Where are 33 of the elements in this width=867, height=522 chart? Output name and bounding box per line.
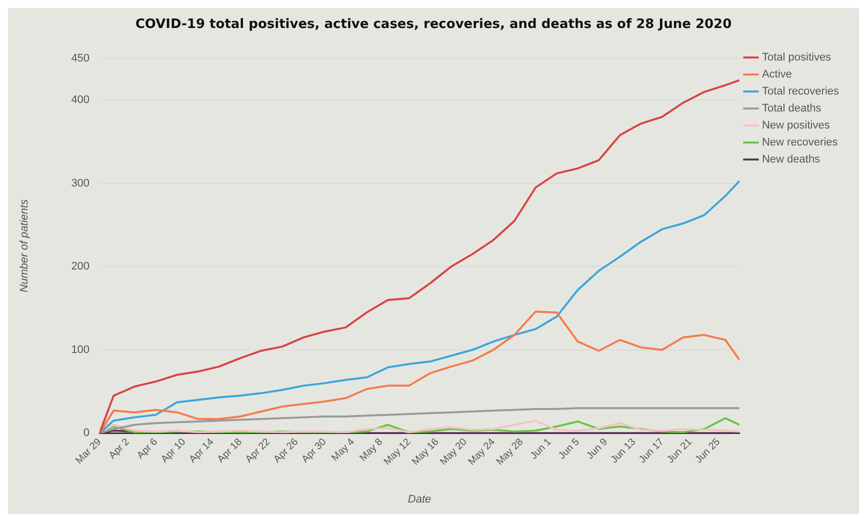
- legend-label: Total recoveries: [762, 86, 840, 98]
- x-axis-title: Date: [408, 493, 432, 506]
- x-tick-label: Jun 5: [556, 436, 582, 462]
- legend-label: New recoveries: [762, 136, 838, 149]
- x-tick-label: May 4: [330, 436, 358, 464]
- legend-label: Active: [762, 68, 792, 81]
- y-tick-label: 400: [71, 94, 90, 106]
- y-tick-label: 300: [71, 177, 90, 190]
- legend-label: Total positives: [762, 52, 832, 64]
- legend-label: New deaths: [762, 154, 821, 166]
- x-tick-label: Jun 1: [528, 436, 554, 462]
- x-tick-label: Jun 17: [637, 436, 666, 466]
- x-tick-label: May 28: [494, 436, 526, 468]
- x-tick-label: Apr 10: [159, 436, 188, 466]
- x-tick-label: Jun 9: [584, 436, 610, 462]
- x-tick-label: Jun 13: [609, 436, 638, 466]
- x-tick-label: Apr 2: [107, 436, 132, 462]
- y-axis-title: Number of patients: [18, 198, 31, 292]
- x-tick-label: Apr 14: [188, 436, 216, 466]
- x-tick-label: Apr 30: [300, 436, 329, 466]
- x-tick-label: Apr 6: [135, 436, 160, 462]
- x-tick-label: Jun 25: [693, 436, 723, 466]
- x-tick-label: May 16: [410, 436, 442, 468]
- chart-title: COVID-19 total positives, active cases, recoveries, and deaths as of 28 June 2020: [134, 16, 733, 34]
- x-tick-label: Apr 18: [216, 436, 245, 466]
- y-tick-label: 200: [71, 260, 90, 273]
- y-tick-label: 450: [71, 52, 90, 65]
- legend-label: New positives: [762, 120, 830, 132]
- y-tick-label: 100: [71, 344, 90, 356]
- x-tick-label: Apr 26: [272, 436, 301, 466]
- legend-label: Total deaths: [762, 102, 822, 115]
- x-tick-label: Jun 21: [665, 436, 695, 466]
- x-tick-label: Apr 22: [244, 436, 273, 466]
